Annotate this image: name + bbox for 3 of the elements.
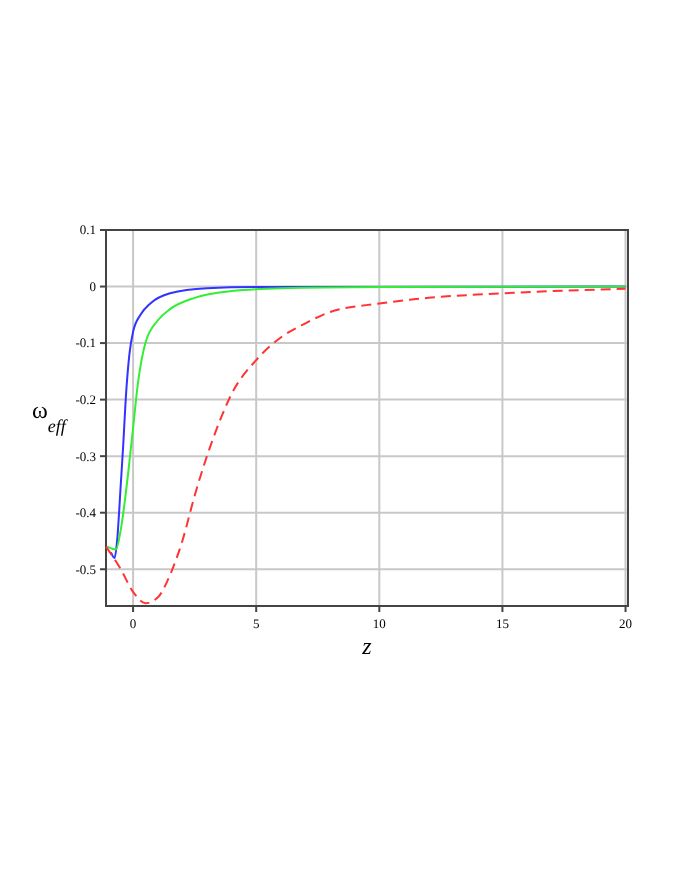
x-axis-title: z: [360, 632, 373, 660]
y-axis-title: ω$_{eff}$: [32, 396, 69, 437]
line-series: [105, 287, 627, 605]
